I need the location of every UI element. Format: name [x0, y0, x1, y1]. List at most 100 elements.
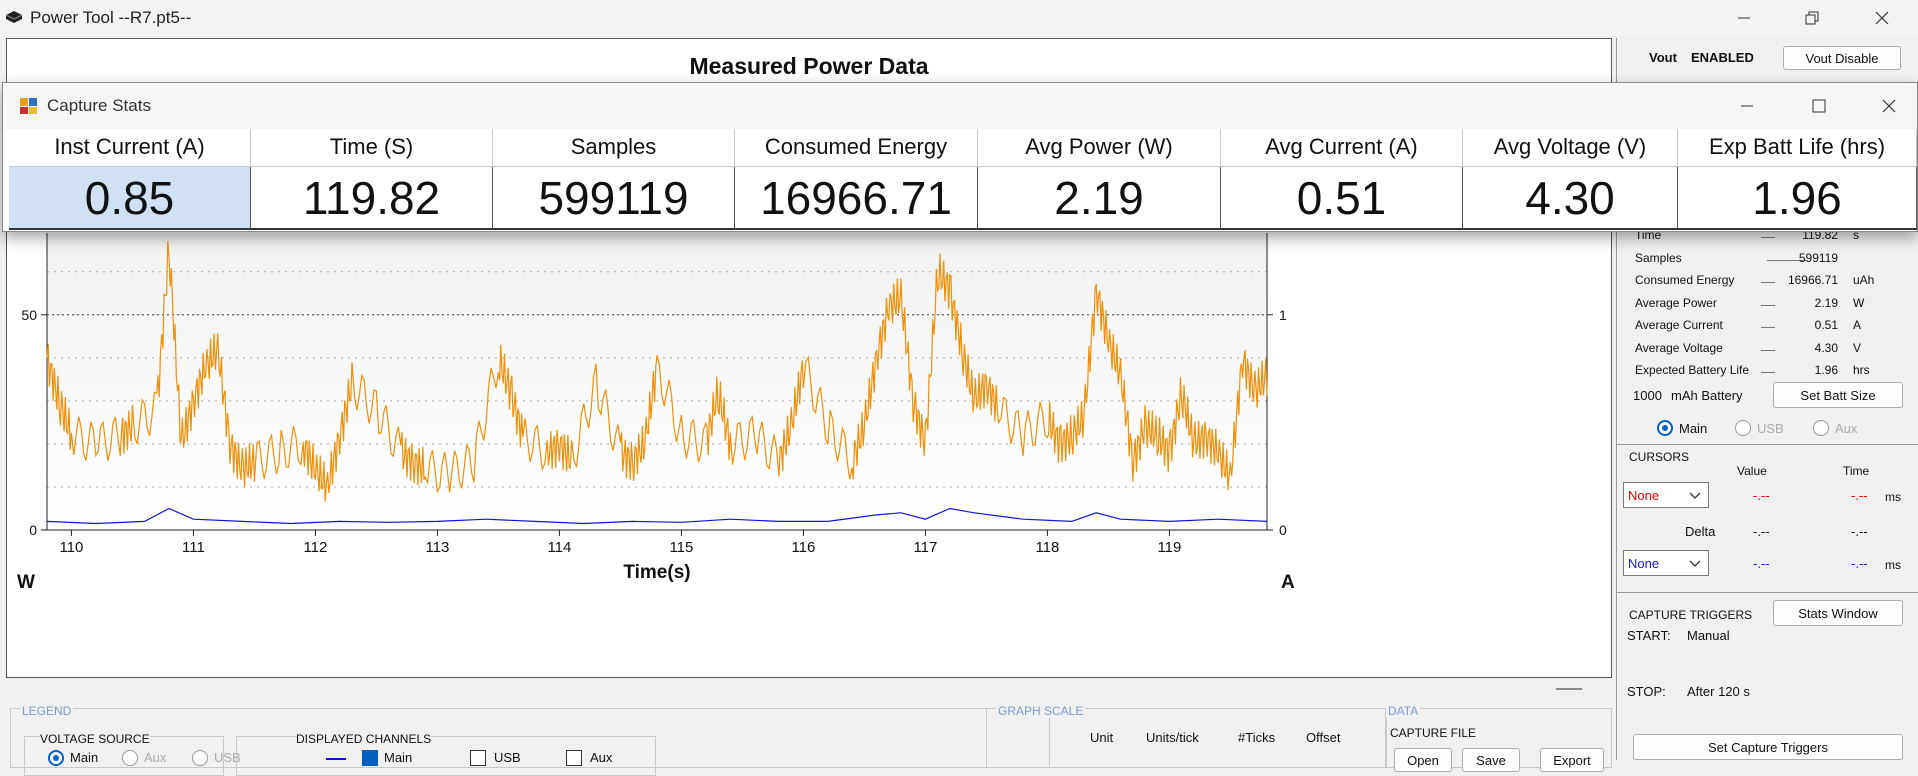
stat-leader-line: [1761, 327, 1775, 328]
minimize-icon: [1738, 17, 1750, 19]
start-label: START:: [1627, 628, 1671, 643]
radio-main-label: Main: [1679, 421, 1708, 436]
ticks-header: #Ticks: [1238, 730, 1276, 745]
vs-aux-label: Aux: [144, 750, 167, 765]
voltage-source-label: VOLTAGE SOURCE: [40, 732, 150, 746]
stats-value: 0.51: [1221, 167, 1463, 230]
stats-value: 2.19: [978, 167, 1221, 230]
cursor2-select[interactable]: None: [1623, 550, 1709, 576]
aux-channel-checkbox[interactable]: [566, 750, 582, 766]
cursor2-value: -.--: [1753, 556, 1770, 571]
export-file-button[interactable]: Export: [1540, 748, 1604, 772]
data-label: DATA: [1386, 704, 1421, 718]
stat-leader-line: [1761, 304, 1775, 306]
stop-label: STOP:: [1627, 684, 1666, 699]
vout-disable-button[interactable]: Vout Disable: [1783, 46, 1901, 70]
stat-unit: hrs: [1853, 363, 1870, 377]
stat-leader-line: [1761, 372, 1775, 373]
chevron-down-icon: [1689, 492, 1701, 499]
stat-label: Consumed Energy: [1635, 273, 1735, 287]
capture-stats-window: Capture Stats Inst Current (A) Time (S) Sa…: [2, 82, 1918, 232]
stats-maximize-button[interactable]: [1789, 88, 1849, 124]
cursor1-select[interactable]: None: [1623, 482, 1709, 508]
x-tick-label: 119: [1157, 539, 1181, 556]
vout-state: ENABLED: [1691, 50, 1754, 65]
x-tick-label: 112: [303, 539, 327, 556]
cursor2-unit: ms: [1885, 558, 1901, 572]
y-left-tick-label: 0: [29, 522, 37, 538]
radio-aux[interactable]: [1813, 420, 1829, 436]
stats-header: Inst Current (A): [9, 129, 251, 167]
x-tick-label: 116: [791, 539, 815, 556]
set-capture-triggers-button[interactable]: Set Capture Triggers: [1633, 734, 1903, 760]
stat-unit: A: [1853, 318, 1862, 332]
collapse-handle[interactable]: [1556, 688, 1582, 690]
stat-unit: uAh: [1853, 273, 1875, 287]
stat-label: Average Current: [1635, 318, 1723, 332]
vs-radio-usb[interactable]: [192, 750, 208, 766]
stats-value: 1.96: [1678, 167, 1917, 230]
delta-label: Delta: [1685, 524, 1716, 539]
stats-header: Time (S): [251, 129, 493, 167]
stat-label: Average Power: [1635, 295, 1717, 310]
stat-leader-line: [1761, 282, 1775, 283]
x-tick-label: 115: [669, 539, 693, 556]
stats-app-icon: [20, 98, 37, 114]
divider: [1617, 444, 1918, 445]
stat-leader-line: [1761, 349, 1775, 351]
close-icon: [1875, 11, 1889, 25]
set-batt-size-button[interactable]: Set Batt Size: [1773, 382, 1903, 408]
battery-size-value: 1000: [1633, 388, 1662, 403]
stat-value: 1.96: [1814, 363, 1838, 377]
stat-value: 4.30: [1814, 340, 1838, 355]
aux-channel-label: Aux: [590, 750, 613, 765]
window-titlebar: Power Tool --R7.pt5--: [0, 0, 1918, 36]
stats-window-title: Capture Stats: [47, 96, 151, 115]
start-value: Manual: [1687, 628, 1730, 643]
radio-usb[interactable]: [1735, 420, 1751, 436]
divider: [1617, 592, 1918, 593]
stats-table: Inst Current (A) Time (S) Samples Consumed …: [9, 129, 1918, 230]
stats-window-button[interactable]: Stats Window: [1773, 600, 1903, 626]
cursor-time-header: Time: [1843, 464, 1870, 478]
x-tick-label: 113: [425, 539, 449, 556]
close-button[interactable]: [1852, 0, 1912, 36]
restore-button[interactable]: [1782, 0, 1842, 36]
stats-window-titlebar: Capture Stats: [3, 83, 1917, 129]
save-file-button[interactable]: Save: [1462, 748, 1520, 772]
plot-background: [47, 233, 1267, 530]
radio-main[interactable]: [1657, 420, 1673, 436]
usb-channel-label: USB: [494, 750, 521, 765]
stats-minimize-button[interactable]: [1717, 88, 1777, 124]
power-chart[interactable]: 110 111 112 113 114 115 116 117 118 119 0 50 0 1 Time(…: [7, 233, 1613, 678]
open-file-button[interactable]: Open: [1394, 748, 1452, 772]
vout-label: Vout: [1649, 50, 1677, 65]
power-chart-area[interactable]: 110 111 112 113 114 115 116 117 118 119 0 50 0 1 Time(…: [7, 233, 1613, 678]
cursor1-time: -.--: [1851, 488, 1868, 503]
minimize-button[interactable]: [1714, 0, 1774, 36]
stats-header: Avg Current (A): [1221, 129, 1463, 167]
stat-unit: s: [1853, 228, 1859, 242]
cursor1-unit: ms: [1885, 490, 1901, 504]
stat-value: 599119: [1798, 250, 1838, 265]
battery-size-label: mAh Battery: [1671, 388, 1743, 403]
radio-aux-label: Aux: [1835, 421, 1858, 436]
restore-icon: [1805, 11, 1819, 25]
stats-header: Consumed Energy: [735, 129, 978, 167]
plot-title: Measured Power Data: [689, 53, 929, 79]
vs-radio-main[interactable]: [48, 750, 64, 766]
main-channel-checkbox[interactable]: [362, 750, 378, 766]
x-tick-label: 114: [547, 539, 571, 556]
radio-usb-label: USB: [1757, 421, 1784, 436]
stat-value: 0.51: [1814, 318, 1838, 332]
usb-channel-checkbox[interactable]: [470, 750, 486, 766]
stats-value: 4.30: [1463, 167, 1678, 230]
cursor-value-header: Value: [1737, 464, 1767, 478]
y-left-axis-label: W: [17, 572, 35, 593]
x-tick-label: 111: [182, 539, 205, 556]
stats-close-button[interactable]: [1859, 88, 1918, 124]
stats-value: 119.82: [251, 167, 493, 230]
chevron-down-icon: [1689, 560, 1701, 567]
stats-value: 0.85: [9, 167, 251, 230]
vs-radio-aux[interactable]: [122, 750, 138, 766]
